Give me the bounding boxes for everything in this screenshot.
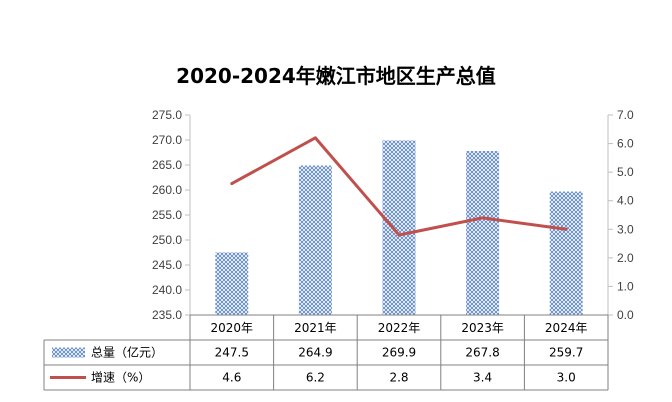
bar [382,140,416,315]
y-left-tick-label: 255.0 [152,208,182,222]
x-category-label: 2023年 [461,321,504,335]
y-right-tick-label: 0.0 [617,308,634,322]
table-value-total: 247.5 [215,346,249,360]
line-point [313,136,317,140]
line-point [230,182,234,186]
x-category-label: 2020年 [211,321,254,335]
y-left-tick-label: 245.0 [152,258,182,272]
y-left-tick-label: 275.0 [152,108,182,122]
y-right-tick-label: 2.0 [617,251,634,265]
table-value-total: 267.8 [465,346,499,360]
y-right-tick-label: 7.0 [617,108,634,122]
table-value-total: 269.9 [382,346,416,360]
line-point [564,227,568,231]
bar [466,151,500,315]
y-left-tick-label: 265.0 [152,158,182,172]
y-left-tick-label: 235.0 [152,308,182,322]
y-right-tick-label: 6.0 [617,137,634,151]
growth-line [230,136,568,237]
bar [215,252,249,315]
bar [298,165,332,315]
table-value-growth: 4.6 [222,371,241,385]
table-value-growth: 3.4 [473,371,492,385]
y-right-tick-label: 1.0 [617,279,634,293]
line-point [481,216,485,220]
table-value-total: 264.9 [298,346,332,360]
legend-bar-swatch [52,347,85,358]
table-value-growth: 2.8 [389,371,408,385]
chart-title: 2020-2024年嫩江市地区生产总值 [176,64,496,88]
legend-bar-label: 总量（亿元） [91,345,163,360]
y-right-tick-label: 3.0 [617,222,634,236]
line-point [397,233,401,237]
y-left-tick-label: 260.0 [152,183,182,197]
axes: 235.0 240.0 245.0 250.0 255.0 260.0 265.0 270.0… [152,108,634,322]
table-value-growth: 3.0 [557,371,576,385]
bar [549,191,583,315]
y-right-tick-label: 5.0 [617,165,634,179]
x-category-label: 2024年 [545,321,588,335]
y-right-tick-label: 4.0 [617,194,634,208]
legend-line-label: 增速（%） [91,371,150,385]
table-value-growth: 6.2 [306,371,325,385]
x-category-label: 2021年 [294,321,337,335]
table-value-total: 259.7 [549,346,583,360]
y-left-tick-label: 250.0 [152,233,182,247]
bars [215,140,583,315]
x-category-label: 2022年 [378,321,421,335]
y-left-tick-label: 240.0 [152,283,182,297]
y-left-tick-label: 270.0 [152,133,182,147]
